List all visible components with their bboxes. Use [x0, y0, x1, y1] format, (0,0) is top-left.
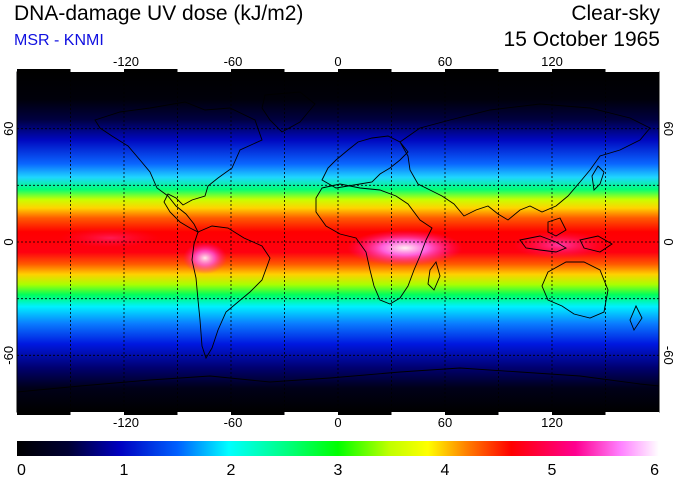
coast-borneo — [547, 217, 567, 237]
lon-bar-segment — [177, 69, 231, 72]
colorbar-label: 6 — [650, 462, 659, 479]
colorbar-label: 1 — [120, 462, 129, 479]
graticule — [17, 72, 659, 412]
lon-bar-segment — [284, 69, 338, 72]
coast-new-guinea — [579, 235, 613, 253]
colorbar-label: 2 — [227, 462, 236, 479]
lon-bar-segment — [605, 69, 659, 72]
coast-north-america — [94, 101, 263, 234]
coast-japan — [591, 165, 605, 191]
colorbar-label: 5 — [548, 462, 557, 479]
uv-hotspot-indonesia — [512, 231, 608, 259]
map-title: DNA-damage UV dose (kJ/m2) — [14, 2, 304, 25]
uv-hotspot-africa — [347, 230, 463, 266]
lat-label: 0 — [1, 238, 16, 245]
source-label: MSR - KNMI — [14, 32, 104, 49]
colorbar-label: 4 — [441, 462, 450, 479]
lon-label: -60 — [224, 415, 243, 430]
lon-bar-segment — [70, 69, 124, 72]
lon-label: 120 — [541, 54, 563, 69]
colorbar — [17, 441, 659, 456]
coast-madagascar — [427, 261, 441, 291]
coast-australia — [541, 261, 609, 319]
lon-bar-segment — [498, 412, 552, 415]
coast-europe — [321, 135, 409, 189]
lon-bar-segment — [605, 412, 659, 415]
lon-bar-segment — [391, 69, 445, 72]
sky-condition-label: Clear-sky — [571, 2, 660, 25]
colorbar-labels: 0 1 2 3 4 5 6 — [17, 462, 659, 479]
coast-antarctica — [17, 367, 659, 393]
lon-label: 0 — [334, 54, 341, 69]
coastlines — [17, 91, 659, 393]
coast-indonesia — [519, 235, 568, 253]
lon-bar-segment — [284, 412, 338, 415]
lon-label: -120 — [113, 415, 139, 430]
lat-label: -60 — [1, 346, 16, 365]
lon-label: 60 — [438, 54, 452, 69]
date-label: 15 October 1965 — [503, 28, 660, 51]
lon-bar-segment — [391, 412, 445, 415]
lat-labels-right: 60 0 -60 — [661, 121, 676, 364]
lat-label: -60 — [661, 346, 676, 365]
uv-hotspot-pacific — [60, 228, 160, 248]
coast-asia — [399, 103, 651, 221]
lat-label: 60 — [1, 121, 16, 135]
coast-south-america — [191, 225, 271, 360]
coast-greenland — [261, 91, 316, 133]
lon-bar-segment — [70, 412, 124, 415]
coast-new-zealand — [629, 304, 643, 331]
lon-label: 120 — [541, 415, 563, 430]
lon-labels-top: -120 -60 0 60 120 — [113, 54, 563, 69]
lon-label: 60 — [438, 415, 452, 430]
lat-label: 0 — [661, 238, 676, 245]
lon-label: 0 — [334, 415, 341, 430]
lon-bar-segment — [177, 412, 231, 415]
lon-bar-segment — [498, 69, 552, 72]
colorbar-label: 3 — [334, 462, 343, 479]
lon-scale-bars — [17, 69, 659, 415]
uv-hotspot-andes — [183, 242, 227, 274]
lon-label: -120 — [113, 54, 139, 69]
lon-labels-bottom: -120 -60 0 60 120 — [113, 415, 563, 430]
colorbar-label: 0 — [17, 462, 26, 479]
lat-label: 60 — [661, 121, 676, 135]
lon-label: -60 — [224, 54, 243, 69]
lat-labels-left: 60 0 -60 — [1, 121, 16, 364]
